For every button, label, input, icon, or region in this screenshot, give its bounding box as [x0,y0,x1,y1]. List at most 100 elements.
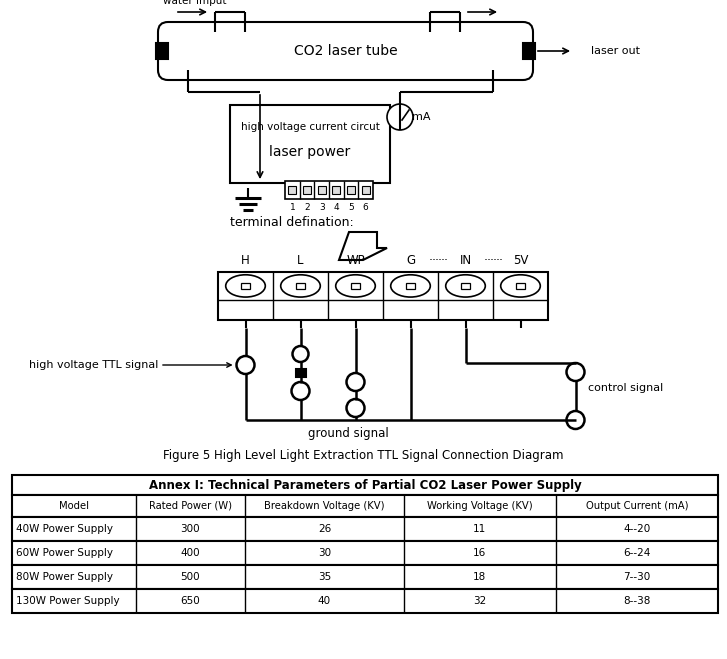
Circle shape [292,346,308,362]
Polygon shape [339,232,387,260]
Text: ·: · [435,254,438,268]
Ellipse shape [446,275,486,297]
Circle shape [236,356,254,374]
Bar [12,589,718,613]
Circle shape [347,399,364,417]
Text: 3: 3 [319,202,324,212]
Bar [295,369,305,377]
Text: terminal defination:: terminal defination: [230,215,354,229]
Text: ·: · [489,254,494,268]
Text: mA: mA [412,112,430,122]
Ellipse shape [336,275,375,297]
Bar [289,186,297,194]
Text: ·: · [486,254,491,268]
Circle shape [347,373,364,391]
Bar [303,186,311,194]
Text: IN: IN [459,254,472,268]
Text: ·: · [428,254,433,268]
Bar [523,43,535,59]
Text: high voltage current circut: high voltage current circut [241,122,379,132]
Bar [351,283,360,289]
Text: 40W Power Supply: 40W Power Supply [16,524,113,534]
Text: Rated Power (W): Rated Power (W) [149,501,232,511]
Text: ·: · [441,254,444,268]
Bar [461,283,470,289]
Text: Breakdown Voltage (KV): Breakdown Voltage (KV) [264,501,385,511]
Bar [12,475,718,495]
Text: Annex I: Technical Parameters of Partial CO2 Laser Power Supply: Annex I: Technical Parameters of Partial… [148,478,582,492]
Text: 18: 18 [473,572,486,582]
Text: laser out: laser out [591,46,640,56]
Text: water imput: water imput [164,0,227,6]
Bar [12,517,718,541]
Circle shape [387,104,413,130]
Bar [296,283,305,289]
Circle shape [566,411,585,429]
Bar [516,283,525,289]
Text: 6--24: 6--24 [623,548,651,558]
Ellipse shape [501,275,540,297]
Text: 30: 30 [318,548,331,558]
Text: ·: · [499,254,502,268]
Text: 500: 500 [180,572,200,582]
Ellipse shape [281,275,321,297]
Bar [156,43,168,59]
Text: 4--20: 4--20 [623,524,651,534]
Text: H: H [241,254,250,268]
FancyBboxPatch shape [158,22,533,80]
Text: 5V: 5V [513,254,529,268]
Text: ·: · [432,254,435,268]
Bar [406,283,415,289]
Text: 400: 400 [180,548,200,558]
Text: 2: 2 [304,202,310,212]
Text: laser power: laser power [270,145,350,159]
Text: 1: 1 [289,202,295,212]
Text: 650: 650 [180,596,200,606]
Text: ground signal: ground signal [308,428,388,440]
Bar [12,541,718,565]
Bar [361,186,370,194]
Text: 6: 6 [363,202,369,212]
Bar [230,105,390,183]
Text: 32: 32 [473,596,486,606]
Text: WP: WP [346,254,365,268]
Text: ·: · [483,254,488,268]
Text: ·: · [496,254,499,268]
Bar [12,565,718,589]
Text: ·: · [492,254,497,268]
Text: L: L [297,254,304,268]
Text: 4: 4 [334,202,340,212]
Text: ·: · [443,254,448,268]
Bar [318,186,326,194]
Text: 35: 35 [318,572,331,582]
Circle shape [292,382,310,400]
Text: G: G [406,254,415,268]
Text: 300: 300 [180,524,200,534]
Ellipse shape [390,275,430,297]
Bar [332,186,340,194]
Text: control signal: control signal [587,383,663,393]
Text: CO2 laser tube: CO2 laser tube [294,44,398,58]
Text: Model: Model [59,501,89,511]
Circle shape [566,363,585,381]
Bar [12,495,718,517]
Text: 8--38: 8--38 [623,596,651,606]
Text: Figure 5 High Level Light Extraction TTL Signal Connection Diagram: Figure 5 High Level Light Extraction TTL… [163,449,563,461]
Text: 60W Power Supply: 60W Power Supply [16,548,113,558]
Text: Working Voltage (KV): Working Voltage (KV) [427,501,533,511]
Text: 16: 16 [473,548,486,558]
Text: 40: 40 [318,596,331,606]
Bar [285,181,373,199]
Text: 5: 5 [348,202,354,212]
Bar [218,272,548,320]
Text: 7--30: 7--30 [623,572,651,582]
Text: 80W Power Supply: 80W Power Supply [16,572,113,582]
Text: high voltage TTL signal: high voltage TTL signal [28,360,158,370]
Text: 26: 26 [318,524,331,534]
Text: Output Current (mA): Output Current (mA) [585,501,688,511]
Ellipse shape [225,275,265,297]
Text: 130W Power Supply: 130W Power Supply [16,596,120,606]
Bar [347,186,355,194]
Bar [241,283,250,289]
Text: ·: · [438,254,441,268]
